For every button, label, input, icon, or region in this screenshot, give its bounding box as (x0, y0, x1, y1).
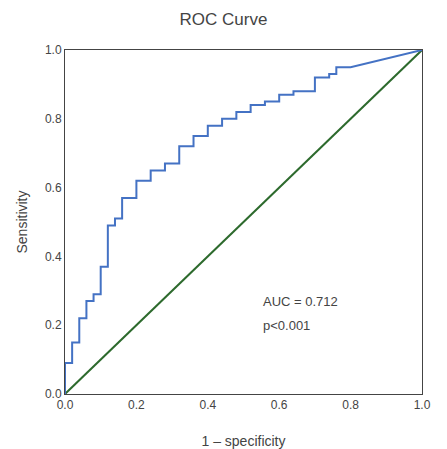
svg-text:0.0: 0.0 (57, 398, 74, 412)
svg-text:1.0: 1.0 (414, 398, 431, 412)
svg-text:0.4: 0.4 (199, 398, 216, 412)
svg-text:0.8: 0.8 (342, 398, 359, 412)
svg-text:0.6: 0.6 (45, 181, 62, 195)
svg-text:Sensitivity: Sensitivity (14, 190, 30, 253)
svg-text:p<0.001: p<0.001 (263, 318, 310, 333)
svg-text:0.4: 0.4 (45, 250, 62, 264)
svg-text:AUC = 0.712: AUC = 0.712 (263, 294, 338, 309)
svg-text:ROC Curve: ROC Curve (180, 10, 268, 29)
svg-text:0.2: 0.2 (128, 398, 145, 412)
svg-text:0.6: 0.6 (271, 398, 288, 412)
svg-text:0.0: 0.0 (45, 387, 62, 401)
svg-text:0.2: 0.2 (45, 318, 62, 332)
svg-text:0.8: 0.8 (45, 112, 62, 126)
svg-text:1.0: 1.0 (45, 43, 62, 57)
svg-text:1 – specificity: 1 – specificity (201, 433, 285, 449)
